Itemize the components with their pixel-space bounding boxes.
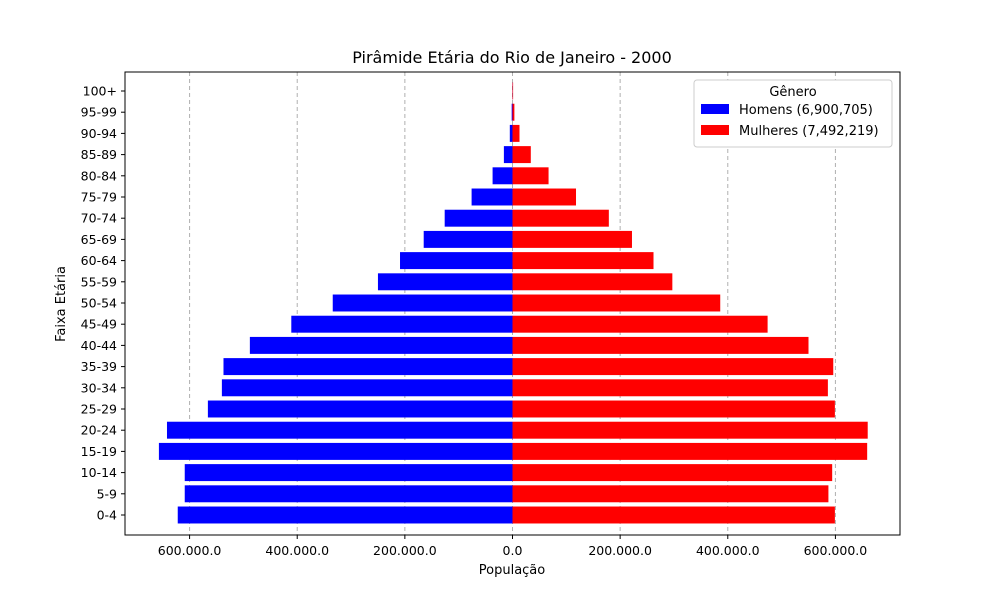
x-axis-ticks: 600.000.0 400.000.0 200.000.0 0.0 200.000.0 4… [158,535,867,558]
y-tick-label: 55-59 [81,274,117,289]
bar-mulheres-5-9 [512,485,829,503]
bar-mulheres-50-54 [512,294,721,312]
bar-mulheres-85-89 [512,146,531,164]
bar-mulheres-95-99 [512,103,515,121]
bar-mulheres-75-79 [512,188,577,206]
chart-title: Pirâmide Etária do Rio de Janeiro - 2000 [352,48,672,67]
y-axis-label: Faixa Etária [54,266,69,342]
y-tick-label: 75-79 [81,190,117,205]
bar-homens-95-99 [511,103,513,121]
bar-mulheres-10-14 [512,464,833,482]
bar-mulheres-70-74 [512,209,609,227]
bar-mulheres-80-84 [512,167,549,185]
bar-homens-90-94 [509,124,513,142]
legend-label-mulheres: Mulheres (7,492,219) [739,124,879,139]
bar-homens-35-39 [223,358,513,376]
bar-homens-20-24 [166,421,513,439]
y-tick-label: 70-74 [81,211,117,226]
legend-box [693,79,893,148]
y-tick-label: 45-49 [81,317,117,332]
y-tick-label: 15-19 [81,444,117,459]
bar-homens-40-44 [249,336,513,354]
legend-swatch-mulheres [701,125,729,135]
bar-homens-55-59 [377,273,513,291]
legend: Gênero Homens (6,900,705) Mulheres (7,49… [693,79,893,148]
bar-mulheres-100+ [512,82,514,100]
bar-mulheres-15-19 [512,442,868,460]
bar-homens-65-69 [423,230,513,248]
bar-homens-70-74 [444,209,513,227]
bars [158,82,868,524]
bar-homens-75-79 [471,188,513,206]
bar-homens-85-89 [503,146,513,164]
y-tick-label: 25-29 [81,402,117,417]
y-tick-label: 100+ [83,84,117,99]
bar-mulheres-40-44 [512,336,809,354]
legend-title: Gênero [769,85,816,100]
y-tick-label: 85-89 [81,147,117,162]
bar-homens-50-54 [332,294,513,312]
x-tick-label: 600.000.0 [158,543,222,558]
bar-homens-25-29 [207,400,513,418]
x-tick-label: 400.000.0 [265,543,329,558]
bar-mulheres-65-69 [512,230,632,248]
bar-homens-30-34 [221,379,513,397]
bar-mulheres-30-34 [512,379,828,397]
y-tick-label: 10-14 [81,465,117,480]
bar-homens-0-4 [177,506,513,524]
bar-mulheres-35-39 [512,358,834,376]
legend-label-homens: Homens (6,900,705) [739,103,873,118]
bar-mulheres-55-59 [512,273,673,291]
y-tick-label: 20-24 [81,423,117,438]
x-tick-label: 200.000.0 [373,543,437,558]
bar-homens-5-9 [184,485,513,503]
bar-mulheres-60-64 [512,252,654,270]
y-tick-label: 40-44 [81,338,117,353]
legend-swatch-homens [701,104,729,114]
bar-homens-60-64 [400,252,513,270]
bar-homens-80-84 [492,167,513,185]
y-tick-label: 65-69 [81,232,117,247]
bar-mulheres-20-24 [512,421,868,439]
x-tick-label: 600.000.0 [804,543,868,558]
y-tick-label: 60-64 [81,253,117,268]
y-tick-label: 90-94 [81,126,117,141]
y-tick-label: 35-39 [81,359,117,374]
y-tick-label: 0-4 [97,508,117,523]
y-tick-label: 30-34 [81,380,117,395]
x-axis-label: População [479,563,546,578]
bar-homens-10-14 [184,464,513,482]
y-tick-label: 50-54 [81,296,117,311]
bar-mulheres-45-49 [512,315,768,333]
x-tick-label: 400.000.0 [696,543,760,558]
bar-mulheres-90-94 [512,124,520,142]
bar-mulheres-0-4 [512,506,835,524]
bar-homens-45-49 [291,315,513,333]
y-tick-label: 95-99 [81,105,117,120]
x-tick-label: 200.000.0 [588,543,652,558]
bar-mulheres-25-29 [512,400,835,418]
x-tick-label: 0.0 [503,543,523,558]
bar-homens-15-19 [158,442,513,460]
y-axis-ticks: 0-4 5-9 10-14 15-19 20-24 25-29 30-34 35-39 40-4… [81,84,125,523]
y-tick-label: 80-84 [81,168,117,183]
y-tick-label: 5-9 [97,486,117,501]
